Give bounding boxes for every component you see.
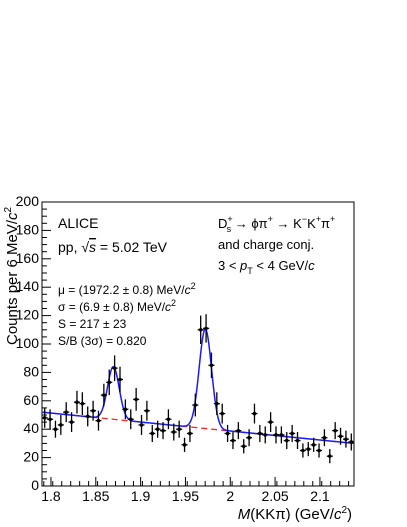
y-tick-label: 0	[31, 477, 39, 493]
data-point	[63, 402, 70, 423]
data-point	[106, 369, 113, 396]
data-point	[251, 403, 258, 424]
data-point	[165, 409, 172, 430]
data-point	[224, 424, 231, 442]
x-tick-label: 1.9	[131, 488, 151, 504]
charge-conjugate-label: and charge conj.	[218, 237, 314, 252]
y-tick-label: 20	[23, 449, 39, 465]
alice-label: ALICE	[58, 215, 98, 231]
data-point	[278, 426, 285, 444]
signal-label: S = 217 ± 23	[58, 317, 127, 331]
data-point	[289, 424, 296, 442]
data-point	[154, 420, 161, 438]
x-tick-label: 2	[226, 488, 234, 504]
data-point	[111, 355, 118, 381]
data-point	[84, 406, 91, 427]
collision-system-label: pp, √s = 5.02 TeV	[58, 239, 168, 255]
data-point	[90, 400, 97, 421]
data-point	[41, 407, 48, 428]
data-point	[181, 437, 188, 452]
x-tick-label: 2.05	[261, 488, 288, 504]
data-point	[73, 390, 80, 414]
data-point	[197, 315, 204, 344]
data-point	[143, 400, 150, 421]
pt-range-label: 3 < pT < 4 GeV/c	[218, 258, 315, 276]
fit-curves	[41, 328, 355, 445]
width-label: σ = (6.9 ± 0.8) MeV/c2	[58, 298, 176, 314]
y-tick-label: 60	[23, 392, 39, 408]
data-point	[267, 412, 274, 433]
data-point	[100, 383, 107, 407]
data-point	[213, 392, 220, 415]
data-point	[273, 426, 279, 444]
x-tick-label: 1.85	[82, 488, 109, 504]
data-point	[326, 449, 333, 464]
x-tick-label: 2.1	[310, 488, 330, 504]
data-point	[305, 441, 312, 457]
data-point	[47, 409, 54, 430]
data-point	[240, 439, 247, 454]
data-point	[219, 403, 226, 424]
total-fit-curve	[41, 328, 355, 445]
data-point	[192, 393, 199, 417]
y-tick-label: 140	[16, 278, 40, 294]
y-tick-label: 120	[16, 307, 40, 323]
data-point	[321, 429, 328, 447]
data-point	[342, 430, 349, 448]
data-point	[203, 314, 210, 343]
data-point	[138, 415, 145, 435]
y-axis-label: Counts per 6 MeV/c2	[3, 206, 21, 345]
data-point	[229, 432, 236, 450]
data-point	[294, 432, 301, 450]
data-points	[41, 314, 355, 464]
data-point	[348, 433, 355, 451]
y-tick-label: 100	[16, 335, 40, 351]
data-point	[235, 422, 242, 440]
mean-label: μ = (1972.2 ± 0.8) MeV/c2	[58, 281, 196, 297]
data-point	[337, 427, 344, 445]
data-point	[95, 410, 102, 431]
data-point	[52, 420, 59, 438]
data-point	[186, 424, 193, 442]
data-point	[316, 443, 323, 458]
data-point	[133, 388, 140, 411]
x-tick-label: 1.95	[172, 488, 199, 504]
data-point	[176, 420, 183, 438]
data-point	[283, 432, 290, 450]
axis-ticks: 0 20 40 60 80 100 120 140 160 180 200 1.8 1.85 1.9 1.9…	[16, 193, 350, 504]
x-tick-label: 1.8	[41, 488, 61, 504]
data-point	[68, 412, 75, 433]
data-point	[170, 423, 177, 441]
decay-channel-label: D+ s → ϕπ+ → K−K+π+	[218, 214, 335, 234]
data-point	[246, 429, 253, 447]
y-tick-label: 200	[16, 193, 40, 209]
data-point	[208, 352, 215, 379]
data-point	[117, 366, 123, 393]
data-point	[79, 392, 86, 415]
signal-background-label: S/B (3σ) = 0.820	[58, 334, 147, 348]
data-point	[310, 437, 317, 452]
y-tick-label: 40	[23, 420, 39, 436]
y-tick-label: 160	[16, 250, 40, 266]
data-point	[127, 409, 134, 430]
x-axis-label: M(KKπ) (GeV/c2)	[238, 505, 352, 523]
y-tick-label: 180	[16, 221, 40, 237]
data-point	[149, 424, 156, 442]
y-tick-label: 80	[23, 363, 39, 379]
data-point	[332, 422, 339, 440]
data-point	[122, 399, 129, 420]
data-point	[299, 443, 306, 458]
data-point	[262, 426, 269, 444]
data-point	[57, 415, 64, 435]
data-point	[256, 424, 263, 442]
data-point	[160, 422, 167, 440]
